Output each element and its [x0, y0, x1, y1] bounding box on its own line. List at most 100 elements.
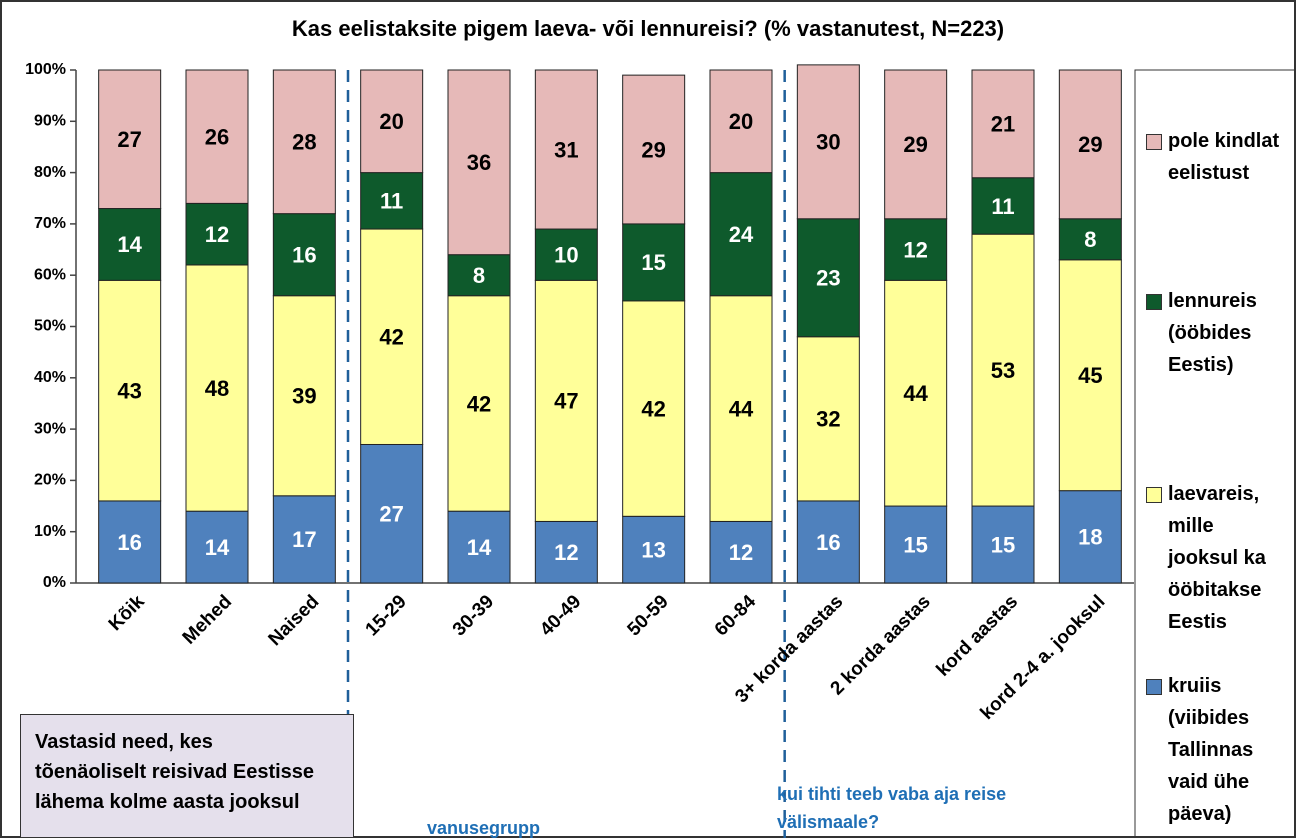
data-label: 53 — [991, 358, 1015, 383]
bar-segment — [971, 69, 1035, 179]
bar-segment — [1058, 218, 1122, 261]
legend-swatch — [1146, 487, 1162, 503]
x-tick-label: 30-39 — [449, 591, 498, 640]
legend-label: laevareis, mille jooksul ka ööbitakse Ee… — [1168, 483, 1266, 633]
bar-segment — [796, 64, 860, 220]
data-label: 42 — [467, 391, 491, 416]
data-label: 14 — [117, 232, 142, 257]
bar-segment — [272, 295, 336, 497]
annotation: Vastasid need, kes tõenäoliselt reisivad … — [20, 714, 354, 838]
legend-label: lennureis (ööbides Eestis) — [1168, 290, 1257, 376]
data-label: 20 — [379, 109, 403, 134]
data-label: 29 — [1078, 132, 1102, 157]
data-label: 29 — [641, 137, 665, 162]
y-tick-label: 90% — [34, 113, 66, 130]
bar-segment — [622, 300, 686, 517]
bar-segment — [622, 515, 686, 584]
data-label: 8 — [1084, 227, 1096, 252]
y-tick-label: 20% — [34, 472, 66, 489]
data-label: 27 — [379, 502, 403, 527]
data-label: 47 — [554, 389, 578, 414]
bar-segment — [360, 228, 424, 445]
y-tick-label: 80% — [34, 164, 66, 181]
data-label: 12 — [205, 222, 229, 247]
data-label: 12 — [903, 237, 927, 262]
bar-segment — [884, 279, 948, 507]
bar-segment — [447, 69, 511, 256]
bar-segment — [360, 172, 424, 230]
annotation-line: tõenäoliselt reisivad Eestisse — [35, 761, 315, 783]
bar-segment — [98, 500, 162, 584]
bar-segment — [360, 443, 424, 584]
data-label: 14 — [467, 535, 492, 560]
data-label: 30 — [816, 130, 840, 155]
x-tick-label: 60-84 — [711, 591, 761, 641]
bar-segment — [534, 69, 598, 230]
data-label: 26 — [205, 125, 229, 150]
data-label: 39 — [292, 384, 316, 409]
group-label: kui tihti teeb vaba aja reise välismaale… — [777, 784, 1007, 832]
bar-segment — [709, 69, 773, 174]
y-tick-label: 50% — [34, 318, 66, 335]
y-tick-label: 10% — [34, 523, 66, 540]
legend-swatch — [1146, 679, 1162, 695]
bar-segment — [447, 295, 511, 512]
legend-label: kruiis (viibides Tallinnas vaid ühe päev… — [1168, 675, 1254, 825]
legend-box — [1134, 69, 1296, 838]
data-label: 28 — [292, 130, 316, 155]
legend-label: pole kindlat eelistust — [1168, 130, 1280, 184]
x-tick-label: Naised — [265, 591, 324, 650]
data-label: 27 — [117, 127, 141, 152]
x-tick-label: 50-59 — [624, 591, 673, 640]
data-label: 42 — [641, 396, 665, 421]
y-tick-label: 40% — [34, 369, 66, 386]
bar-segment — [185, 264, 249, 512]
data-label: 17 — [292, 527, 316, 552]
legend-swatch — [1146, 134, 1162, 150]
data-label: 14 — [205, 535, 230, 560]
data-label: 36 — [467, 150, 491, 175]
data-label: 13 — [641, 537, 665, 562]
data-label: 44 — [729, 396, 754, 421]
data-label: 8 — [473, 263, 485, 288]
group-label: vanusegrupp — [427, 818, 541, 838]
legend-swatch — [1146, 294, 1162, 310]
bar-segment — [971, 505, 1035, 584]
y-tick-label: 100% — [25, 61, 66, 78]
data-label: 18 — [1078, 525, 1102, 550]
data-label: 11 — [991, 194, 1014, 219]
data-label: 45 — [1078, 363, 1102, 388]
x-tick-label: kord aastas — [933, 591, 1023, 681]
bar-segment — [98, 208, 162, 281]
x-tick-label: Kõik — [105, 591, 149, 635]
x-tick-label: 15-29 — [362, 591, 411, 640]
bar-segment — [622, 74, 686, 225]
data-label: 11 — [380, 189, 403, 214]
data-label: 21 — [991, 112, 1015, 137]
bar-segment — [709, 520, 773, 584]
data-label: 16 — [117, 530, 141, 555]
data-label: 23 — [816, 266, 840, 291]
bar-segment — [185, 69, 249, 204]
bar-segment — [98, 69, 162, 210]
data-label: 20 — [729, 109, 753, 134]
data-label: 44 — [903, 381, 928, 406]
bar-segment — [272, 213, 336, 297]
x-tick-label: Mehed — [179, 591, 236, 648]
chart-title: Kas eelistaksite pigem laeva- või lennur… — [292, 16, 1004, 41]
data-label: 42 — [379, 325, 403, 350]
data-label: 24 — [729, 222, 754, 247]
data-label: 10 — [554, 242, 578, 267]
bar-segment — [1058, 490, 1122, 584]
bar-segment — [1058, 69, 1122, 220]
data-label: 43 — [117, 378, 141, 403]
bar-segment — [534, 520, 598, 584]
bar-segment — [622, 223, 686, 302]
data-label: 12 — [729, 540, 753, 565]
bar-segment — [884, 218, 948, 281]
bar-segment — [447, 254, 511, 297]
bar-segment — [884, 69, 948, 220]
data-label: 15 — [903, 532, 927, 557]
